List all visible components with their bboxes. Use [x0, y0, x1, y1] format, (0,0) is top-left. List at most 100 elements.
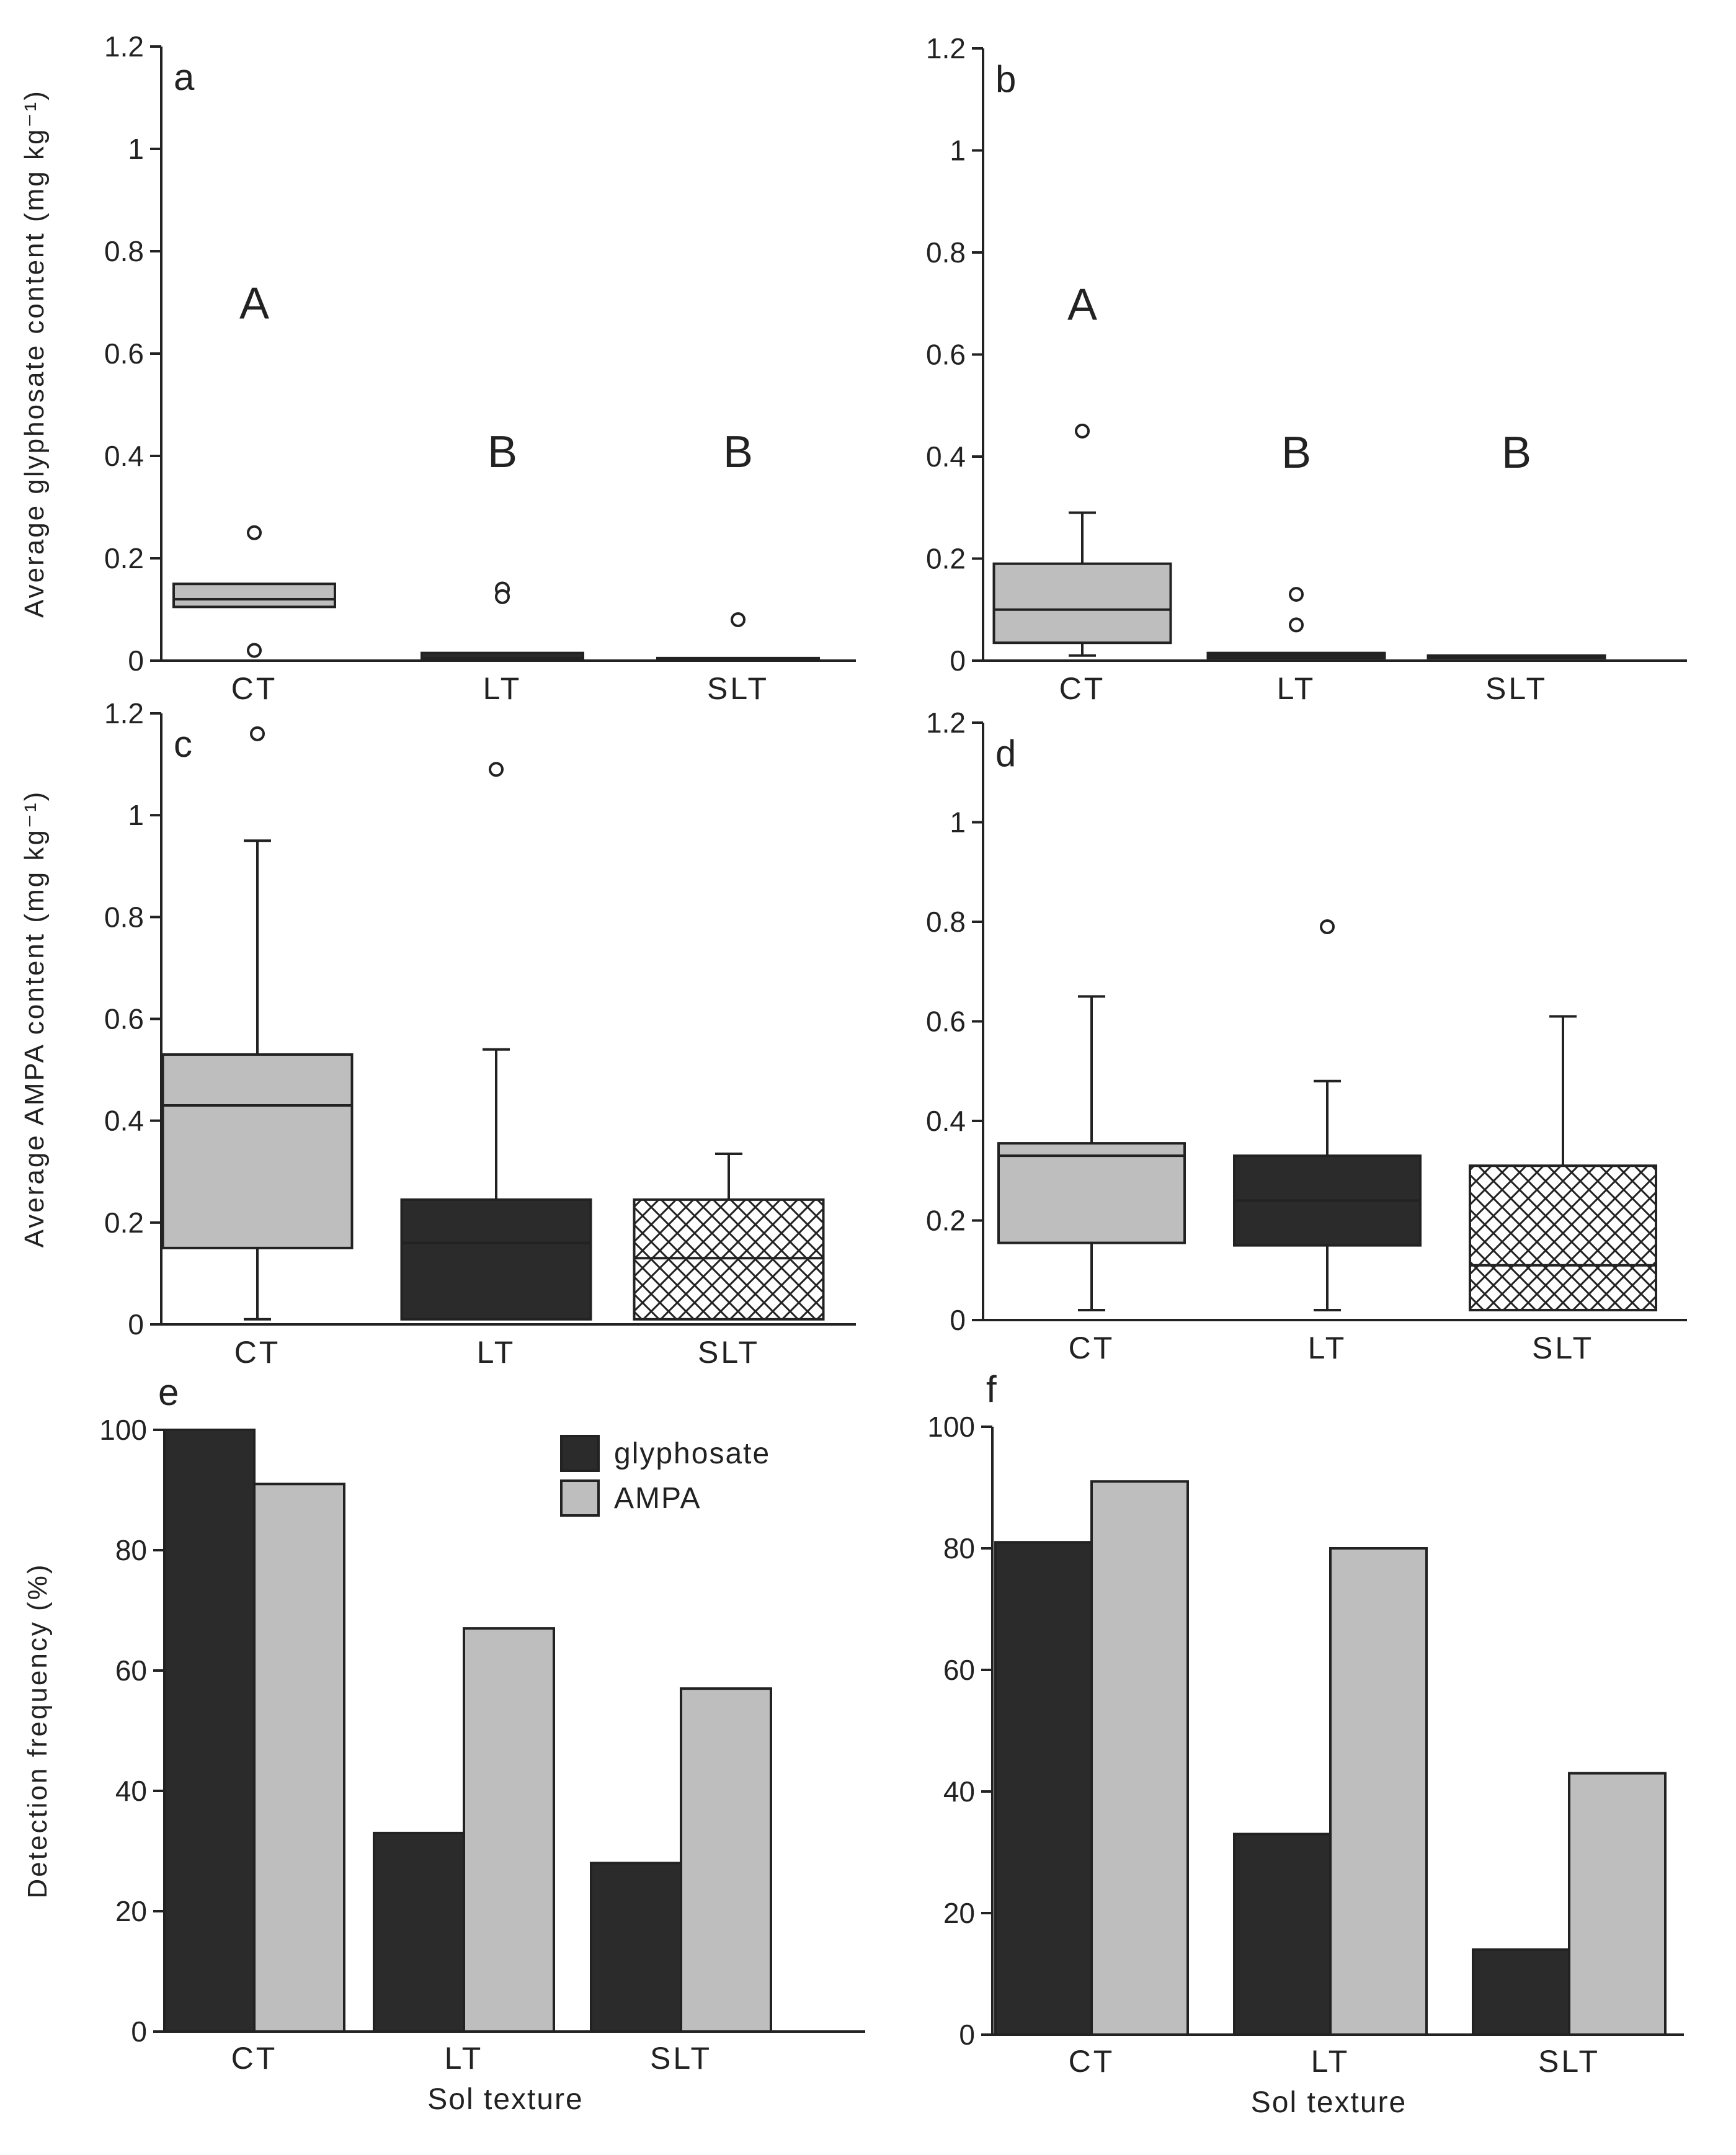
y-tick-label: 0 — [959, 2019, 975, 2051]
outlier-point — [731, 612, 746, 627]
x-category-label: SLT — [650, 2041, 712, 2076]
x-category-label: LT — [445, 2041, 484, 2076]
bar-AMPA-SLT — [680, 1687, 772, 2033]
box-SLT — [1469, 1015, 1657, 1311]
x-category-label: CT — [1069, 2044, 1115, 2079]
x-category-label: CT — [234, 1335, 281, 1370]
significance-letter: B — [723, 427, 753, 477]
x-category-label: LT — [1308, 1331, 1347, 1365]
box-iqr — [1469, 1164, 1657, 1311]
bar-AMPA-CT — [253, 1483, 345, 2033]
bar-glyphosate-LT — [1233, 1832, 1332, 2037]
bar-glyphosate-CT — [163, 1429, 256, 2033]
panel-label: f — [986, 1368, 997, 1410]
box-SLT: B — [656, 427, 820, 662]
y-tick-label: 0 — [128, 1308, 144, 1341]
box-iqr — [172, 582, 336, 609]
panel-label: b — [995, 58, 1016, 100]
y-tick-label: 0.8 — [104, 901, 144, 933]
box-LT — [1233, 919, 1422, 1311]
panel-label: a — [174, 56, 195, 98]
y-tick-label: 80 — [115, 1534, 147, 1566]
y-tick-label: 80 — [943, 1532, 975, 1564]
bar-AMPA-CT — [1090, 1480, 1189, 2036]
panel-e: 0 20 40 60 80 100 e Detection frequency (%) CT LT… — [22, 1372, 865, 2116]
y-tick-label: 1 — [950, 806, 966, 839]
panel-label: c — [174, 723, 192, 765]
y-tick-label: 1.2 — [104, 697, 144, 729]
y-tick-label: 0.8 — [926, 906, 966, 938]
y-tick-label: 0.4 — [926, 1105, 966, 1137]
x-category-label: SLT — [1538, 2044, 1600, 2079]
panel-a: 0 0.2 0.4 0.6 0.8 1 1.2 a Average glyphosate con… — [19, 30, 856, 706]
box-CT: A — [992, 280, 1172, 657]
outlier-point — [1289, 587, 1304, 602]
y-tick-label: 1.2 — [926, 32, 966, 65]
box-iqr — [992, 562, 1172, 645]
y-tick-label: 1.2 — [926, 707, 966, 739]
bar-glyphosate-SLT — [590, 1862, 682, 2033]
y-tick-label: 1 — [128, 799, 144, 831]
y-tick-label: 20 — [943, 1897, 975, 1929]
significance-letter: A — [239, 279, 269, 329]
box-SLT — [633, 1153, 825, 1321]
significance-letter: B — [487, 427, 517, 477]
y-tick-label: 0 — [131, 2015, 147, 2048]
y-tick-label: 40 — [943, 1775, 975, 1808]
significance-letter: A — [1067, 280, 1097, 329]
y-tick-label: 0.2 — [926, 543, 966, 575]
panel-label: e — [158, 1372, 179, 1413]
outlier-point — [1320, 919, 1335, 935]
box-iqr — [997, 1142, 1186, 1244]
y-tick-label: 100 — [927, 1411, 975, 1443]
outlier-point — [489, 762, 504, 777]
x-category-label: SLT — [1532, 1331, 1594, 1365]
legend-label: AMPA — [614, 1482, 701, 1515]
y-tick-label: 1.2 — [104, 30, 144, 63]
y-tick-label: 0.8 — [926, 236, 966, 269]
significance-letter: B — [1281, 428, 1311, 478]
y-tick-label: 0.2 — [104, 1207, 144, 1239]
panel-label: d — [995, 733, 1016, 774]
x-category-label: LT — [1277, 671, 1316, 706]
bar-AMPA-LT — [463, 1627, 555, 2033]
y-tick-label: 0.6 — [104, 1003, 144, 1035]
panel-d: 0 0.2 0.4 0.6 0.8 1 1.2 d CT LT SLT — [926, 707, 1687, 1365]
box-iqr — [633, 1198, 825, 1321]
y-tick-label: 60 — [115, 1654, 147, 1687]
panel-b: 0 0.2 0.4 0.6 0.8 1 1.2 b A CT B LT B SLT — [926, 32, 1687, 706]
x-category-label: CT — [1059, 671, 1106, 706]
box-iqr — [161, 1053, 354, 1249]
y-tick-label: 0 — [950, 1304, 966, 1336]
y-tick-label: 0 — [128, 645, 144, 677]
box-LT: B — [421, 427, 584, 662]
y-tick-label: 0.8 — [104, 235, 144, 267]
box-CT — [161, 726, 354, 1321]
box-SLT: B — [1427, 428, 1606, 659]
y-axis-title: Average AMPA content (mg kg⁻¹) — [19, 790, 50, 1248]
x-category-label: CT — [1069, 1331, 1115, 1365]
x-category-label: LT — [1311, 2044, 1350, 2079]
legend-swatch-AMPA — [560, 1479, 600, 1517]
y-tick-label: 0 — [950, 645, 966, 677]
box-iqr — [421, 651, 584, 662]
bar-AMPA-LT — [1329, 1547, 1428, 2036]
legend-label: glyphosate — [614, 1437, 770, 1470]
y-tick-label: 40 — [115, 1775, 147, 1807]
y-tick-label: 0.6 — [926, 1006, 966, 1038]
y-tick-label: 1 — [128, 133, 144, 165]
y-tick-label: 0.2 — [926, 1205, 966, 1237]
y-tick-label: 0.4 — [926, 440, 966, 473]
outlier-point — [247, 643, 262, 658]
y-tick-label: 0.4 — [104, 440, 144, 472]
y-tick-label: 100 — [99, 1414, 147, 1446]
bar-glyphosate-SLT — [1472, 1948, 1570, 2037]
box-LT: B — [1206, 428, 1386, 659]
box-iqr — [400, 1198, 592, 1321]
box-CT: A — [172, 279, 336, 658]
outlier-point — [495, 589, 510, 604]
x-category-label: LT — [483, 671, 522, 706]
panel-c: 0 0.2 0.4 0.6 0.8 1 1.2 c Average AMPA content (… — [19, 697, 856, 1370]
y-axis-title: Detection frequency (%) — [22, 1563, 53, 1899]
